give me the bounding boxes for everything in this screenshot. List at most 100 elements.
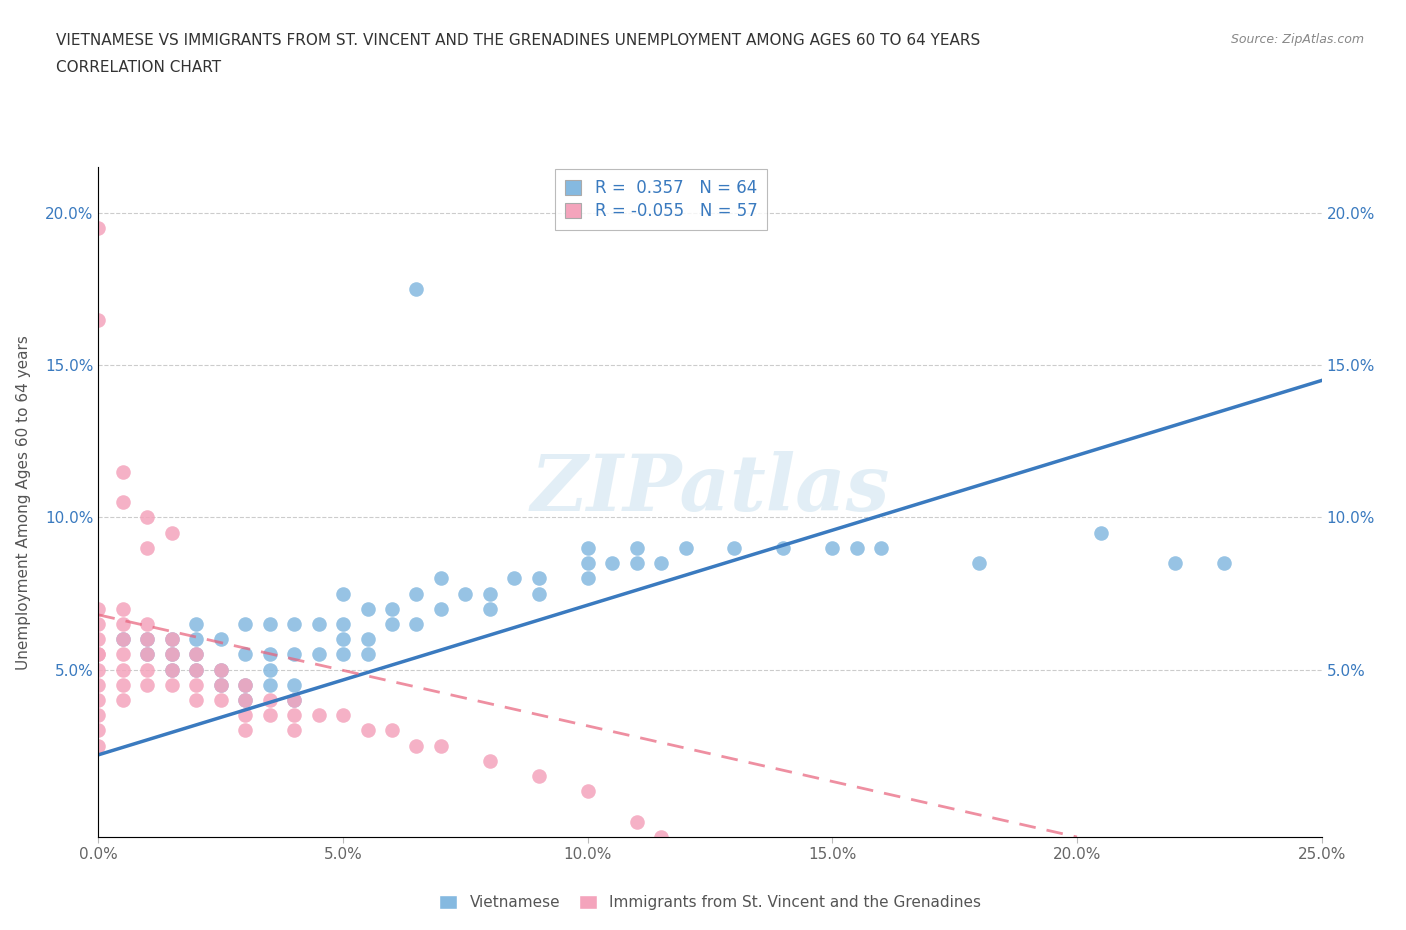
Point <box>527 769 550 784</box>
Point <box>332 631 354 646</box>
Point <box>430 571 453 586</box>
Point <box>186 677 208 692</box>
Point <box>821 540 844 555</box>
Point <box>675 540 697 555</box>
Point <box>136 662 159 677</box>
Point <box>478 586 501 601</box>
Point <box>186 647 208 662</box>
Point <box>381 617 404 631</box>
Point <box>723 540 745 555</box>
Point <box>283 677 305 692</box>
Point <box>356 602 378 617</box>
Point <box>503 571 526 586</box>
Point <box>332 647 354 662</box>
Point <box>308 617 330 631</box>
Point <box>723 844 745 859</box>
Point <box>209 677 232 692</box>
Text: Source: ZipAtlas.com: Source: ZipAtlas.com <box>1230 33 1364 46</box>
Point <box>576 784 599 799</box>
Point <box>87 602 110 617</box>
Point <box>454 586 477 601</box>
Point <box>650 555 672 570</box>
Point <box>87 738 110 753</box>
Legend: Vietnamese, Immigrants from St. Vincent and the Grenadines: Vietnamese, Immigrants from St. Vincent … <box>433 889 987 916</box>
Point <box>136 677 159 692</box>
Point <box>283 693 305 708</box>
Point <box>233 617 256 631</box>
Point <box>111 602 134 617</box>
Point <box>283 647 305 662</box>
Point <box>160 631 183 646</box>
Point <box>87 708 110 723</box>
Point <box>87 693 110 708</box>
Point <box>87 312 110 327</box>
Point <box>160 662 183 677</box>
Point <box>160 631 183 646</box>
Point <box>233 677 256 692</box>
Point <box>1090 525 1112 540</box>
Point <box>576 571 599 586</box>
Point <box>259 693 281 708</box>
Point <box>186 662 208 677</box>
Point <box>111 647 134 662</box>
Y-axis label: Unemployment Among Ages 60 to 64 years: Unemployment Among Ages 60 to 64 years <box>17 335 31 670</box>
Point <box>626 540 648 555</box>
Point <box>111 495 134 510</box>
Point <box>160 662 183 677</box>
Text: VIETNAMESE VS IMMIGRANTS FROM ST. VINCENT AND THE GRENADINES UNEMPLOYMENT AMONG : VIETNAMESE VS IMMIGRANTS FROM ST. VINCEN… <box>56 33 980 47</box>
Text: ZIPatlas: ZIPatlas <box>530 450 890 527</box>
Point <box>233 708 256 723</box>
Point <box>87 647 110 662</box>
Point <box>576 540 599 555</box>
Point <box>186 662 208 677</box>
Point <box>650 830 672 844</box>
Point <box>283 693 305 708</box>
Point <box>233 693 256 708</box>
Point <box>87 631 110 646</box>
Point <box>1164 555 1187 570</box>
Point <box>430 738 453 753</box>
Point <box>576 555 599 570</box>
Point <box>111 464 134 479</box>
Point <box>186 617 208 631</box>
Point <box>332 617 354 631</box>
Point <box>478 602 501 617</box>
Point <box>160 525 183 540</box>
Point <box>332 586 354 601</box>
Point <box>160 647 183 662</box>
Point <box>111 693 134 708</box>
Point <box>136 647 159 662</box>
Point <box>186 693 208 708</box>
Point <box>136 540 159 555</box>
Point <box>87 647 110 662</box>
Point <box>87 723 110 737</box>
Point <box>1212 555 1234 570</box>
Point <box>111 631 134 646</box>
Point <box>209 693 232 708</box>
Point <box>259 647 281 662</box>
Point <box>527 586 550 601</box>
Point <box>87 662 110 677</box>
Point <box>356 647 378 662</box>
Point <box>405 617 427 631</box>
Point <box>259 708 281 723</box>
Point <box>600 555 623 570</box>
Point <box>845 875 868 890</box>
Point <box>332 708 354 723</box>
Point <box>209 662 232 677</box>
Point <box>209 631 232 646</box>
Point <box>87 617 110 631</box>
Point <box>111 662 134 677</box>
Point <box>87 220 110 235</box>
Point <box>209 662 232 677</box>
Point <box>233 723 256 737</box>
Point <box>381 602 404 617</box>
Point <box>87 677 110 692</box>
Point <box>381 723 404 737</box>
Point <box>283 723 305 737</box>
Point <box>259 662 281 677</box>
Point <box>356 723 378 737</box>
Point <box>283 708 305 723</box>
Point <box>233 647 256 662</box>
Point <box>772 860 794 875</box>
